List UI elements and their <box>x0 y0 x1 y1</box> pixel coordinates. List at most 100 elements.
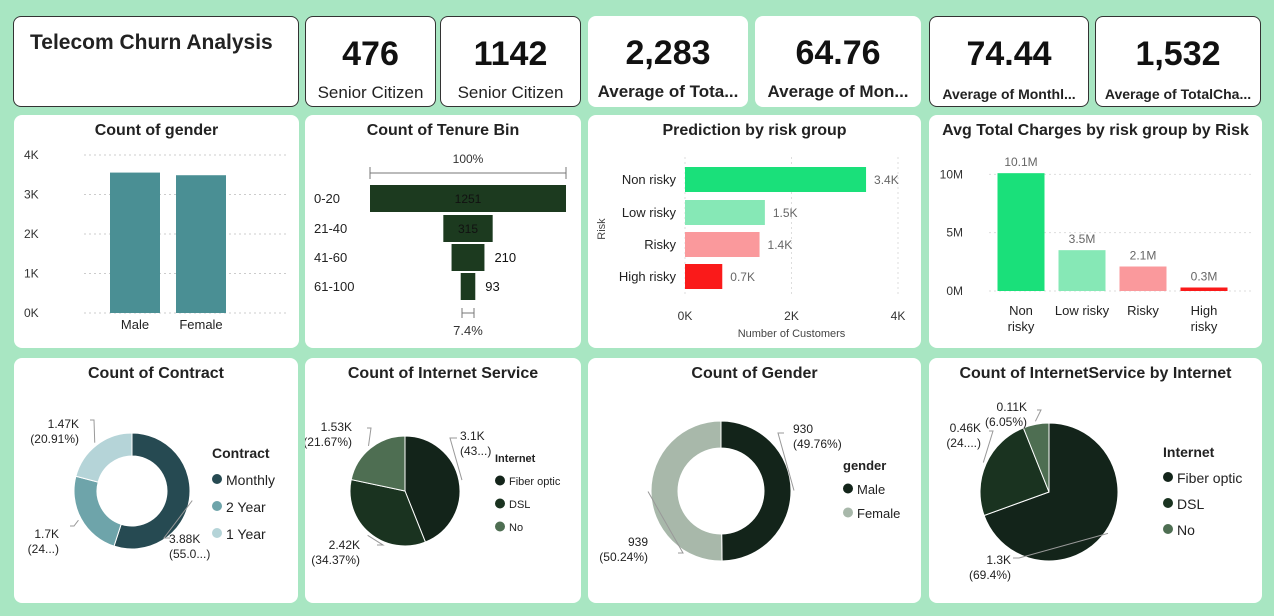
data-label: 1.47K <box>48 417 79 431</box>
data-label: 0.7K <box>730 270 755 284</box>
bar <box>685 200 765 225</box>
category-label: 0-20 <box>314 191 340 206</box>
legend-marker <box>1163 472 1173 482</box>
leader-line <box>90 419 96 443</box>
dashboard-title: Telecom Churn Analysis <box>30 31 273 54</box>
x-tick-label: High <box>1191 303 1218 318</box>
pie-slice <box>720 420 792 562</box>
leader-line <box>162 500 193 539</box>
funnel-segment <box>370 185 566 212</box>
kpi-card-senior-citizen-2[interactable]: 1142 Senior Citizen <box>440 16 581 107</box>
bar <box>1058 250 1106 291</box>
leader-line <box>777 432 795 491</box>
x-tick-label: Male <box>121 317 149 332</box>
kpi-card-average-total[interactable]: 2,283 Average of Tota... <box>588 16 748 107</box>
pie-slice <box>349 478 427 547</box>
data-label: 0.46K <box>950 421 981 435</box>
data-label: 930 <box>793 422 813 436</box>
total-charges-bar-chart-card[interactable]: Avg Total Charges by risk group by Risk … <box>929 115 1262 348</box>
chart-title: Prediction by risk group <box>662 122 847 139</box>
kpi-card-senior-citizen-1[interactable]: 476 Senior Citizen <box>305 16 436 107</box>
contract-donut-chart-card[interactable]: Count of Contract 3.88K (55.0...) 1.7K (24.… <box>14 358 298 603</box>
bar <box>1119 266 1167 291</box>
chart-title: Count of Tenure Bin <box>366 122 520 139</box>
bar <box>685 232 760 257</box>
y-axis-label: Risk <box>596 218 608 240</box>
bar <box>685 167 867 192</box>
kpi-label: Average of Monthl... <box>942 86 1076 102</box>
legend-marker <box>212 501 222 511</box>
data-label: (20.91%) <box>30 432 79 446</box>
legend-marker <box>495 475 505 486</box>
internetservice-pie-chart-card[interactable]: Count of InternetService by Internet 1.3… <box>929 358 1262 603</box>
risk-group-bar-chart-card[interactable]: Prediction by risk group 0K 2K 4K Number of… <box>588 115 921 348</box>
pie-slice <box>350 435 406 492</box>
data-label: 1.7K <box>34 527 59 541</box>
data-label: 10.1M <box>1004 155 1037 169</box>
funnel-segment <box>451 244 485 271</box>
legend-item: No <box>509 522 523 534</box>
kpi-card-average-total-charges[interactable]: 1,532 Average of TotalCha... <box>1095 16 1261 107</box>
contract-donut-chart: 3.88K(55.0...) 1.7K(24...) 1.47K(20.91%) Co… <box>28 417 275 561</box>
data-label: 2.42K <box>329 538 360 552</box>
gender-bar-chart-card[interactable]: Count of gender 0K 1K 2K 3K 4K Male Female <box>14 115 299 348</box>
chart-title: Count of gender <box>94 122 219 139</box>
category-label: 61-100 <box>314 279 354 294</box>
bar <box>997 173 1045 291</box>
legend-title: gender <box>843 458 886 473</box>
leader-line <box>367 534 385 546</box>
leader-line <box>367 427 372 446</box>
funnel-bottom-percent: 7.4% <box>453 323 483 338</box>
kpi-value: 74.44 <box>966 35 1052 73</box>
legend-item: Female <box>857 506 900 521</box>
data-label: (55.0...) <box>169 547 210 561</box>
leader-line <box>1013 532 1109 559</box>
bar <box>176 175 226 313</box>
gender-donut-chart-card[interactable]: Count of Gender 930 (49.76%) 939 (50.24%) ge… <box>588 358 921 603</box>
legend-marker <box>212 528 222 538</box>
leader-line <box>449 437 463 481</box>
legend-item: Monthly <box>226 472 275 488</box>
data-label: (69.4%) <box>969 568 1011 582</box>
kpi-value: 476 <box>342 35 399 73</box>
tenure-funnel-chart-card[interactable]: Count of Tenure Bin 100% 0-20 1251 21-40 315… <box>305 115 581 348</box>
kpi-card-average-monthly[interactable]: 64.76 Average of Mon... <box>755 16 921 107</box>
y-tick-label: 0K <box>24 306 39 320</box>
pie-slice <box>983 422 1119 562</box>
data-label: 93 <box>485 279 499 294</box>
data-label: 210 <box>494 250 516 265</box>
data-label: 3.1K <box>460 429 485 443</box>
gender-donut-chart: 930(49.76%) 939(50.24%) gender Male Female <box>599 420 900 564</box>
legend-marker <box>1163 524 1173 534</box>
legend-item: DSL <box>509 499 530 511</box>
data-label: 0.3M <box>1191 270 1218 284</box>
internet-service-pie-chart-card[interactable]: Count of Internet Service 3.1K (43...) 2.4… <box>305 358 581 603</box>
chart-title: Count of InternetService by Internet <box>959 365 1232 382</box>
category-label: Risky <box>644 237 676 252</box>
leader-line <box>647 491 684 554</box>
data-label: (49.76%) <box>793 437 842 451</box>
pie-slice <box>113 432 191 550</box>
y-tick-label: 10M <box>940 167 963 181</box>
data-label: (24...) <box>28 542 59 556</box>
kpi-value: 1142 <box>473 35 548 73</box>
kpi-label: Senior Citizen <box>457 83 564 102</box>
kpi-value: 2,283 <box>625 34 711 72</box>
legend-marker <box>843 483 853 494</box>
data-label: (6.05%) <box>985 415 1027 429</box>
legend-title: Internet <box>1163 444 1215 460</box>
kpi-card-average-monthly-2[interactable]: 74.44 Average of Monthl... <box>929 16 1089 107</box>
legend-title: Contract <box>212 445 270 461</box>
risk-group-bar-chart: 0K 2K 4K Number of Customers Risk Non risky 3.… <box>596 157 905 340</box>
legend-item: 2 Year <box>226 499 266 515</box>
data-label: 3.88K <box>169 532 200 546</box>
data-label: 939 <box>628 535 648 549</box>
category-label: 41-60 <box>314 250 347 265</box>
leader-line <box>70 519 79 527</box>
leader-line <box>1034 409 1042 422</box>
funnel-segment <box>460 273 476 300</box>
legend-marker <box>495 498 505 509</box>
x-tick-label: Risky <box>1127 303 1159 318</box>
data-label: (34.37%) <box>311 553 360 567</box>
